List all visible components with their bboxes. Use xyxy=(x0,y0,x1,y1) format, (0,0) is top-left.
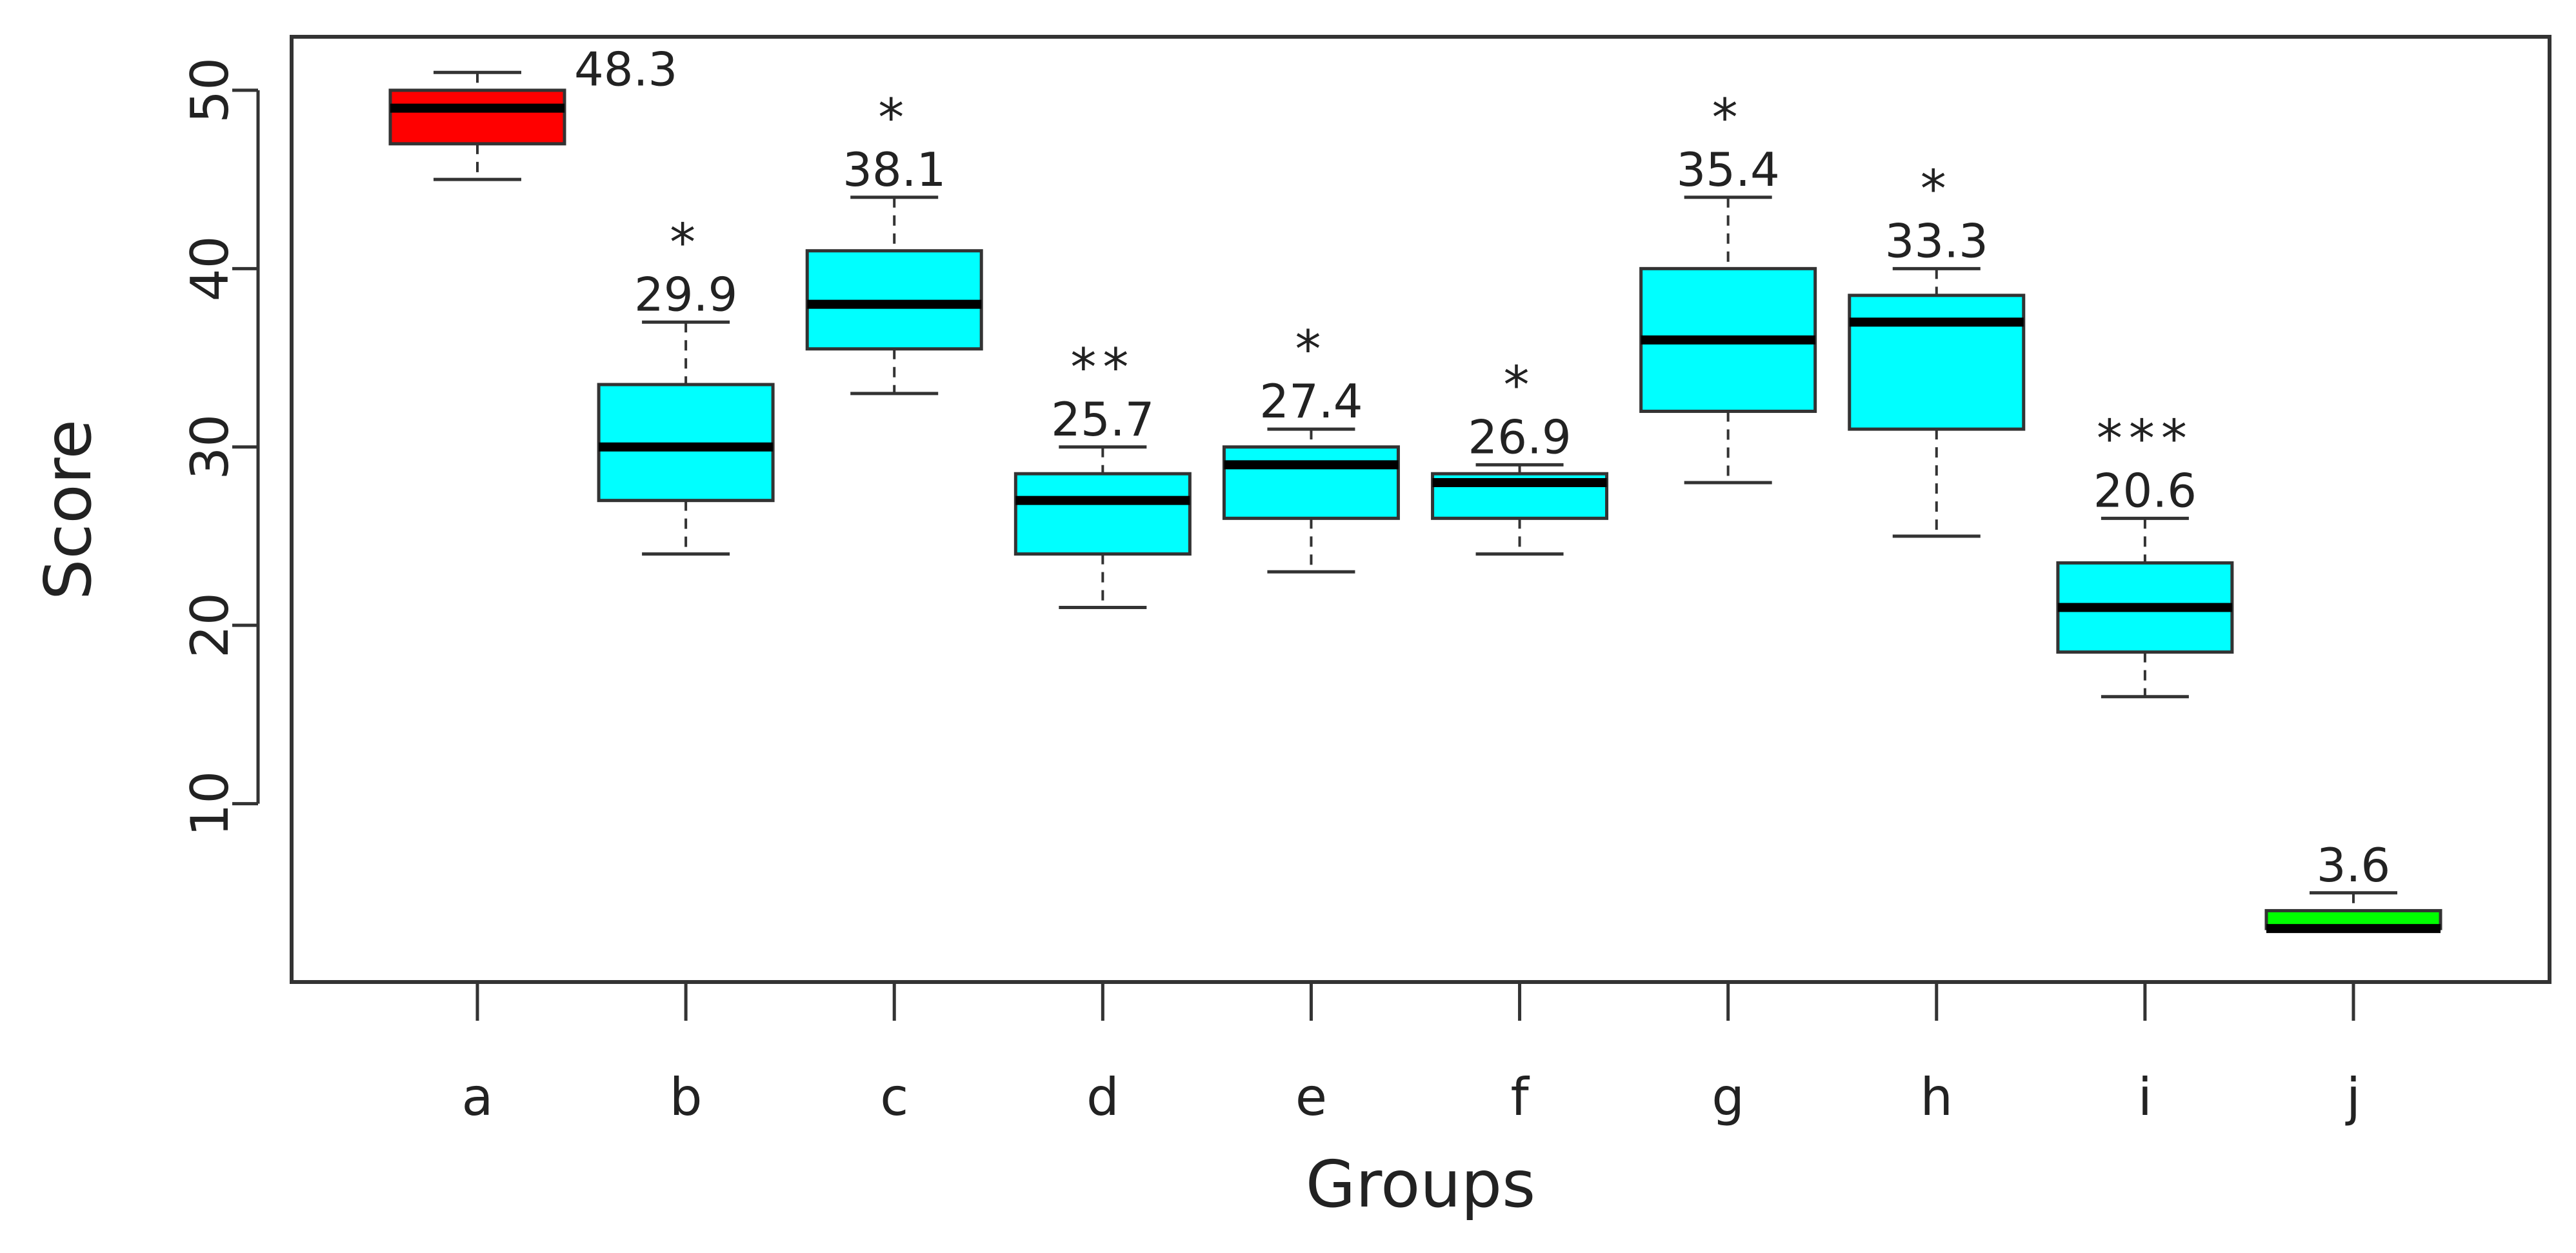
y-tick-label-40: 40 xyxy=(180,236,240,301)
mean-label-a: 48.3 xyxy=(574,42,677,96)
box-group-a: 48.3 xyxy=(388,42,677,181)
plot-frame xyxy=(290,35,2551,984)
box-group-e: 27.4* xyxy=(1222,319,1400,574)
box-group-d: 25.7** xyxy=(1013,337,1192,610)
box-group-f: 26.9* xyxy=(1431,355,1609,556)
significance-label-b: * xyxy=(670,212,702,272)
box-d xyxy=(1013,472,1192,556)
x-tick-label-f: f xyxy=(1510,1067,1530,1127)
x-tick-label-e: e xyxy=(1295,1067,1327,1127)
box-e xyxy=(1222,445,1400,520)
x-tick-label-b: b xyxy=(670,1067,703,1127)
box-group-h: 33.3* xyxy=(1848,159,2026,538)
box-a xyxy=(388,88,566,146)
box-group-b: 29.9* xyxy=(597,212,775,556)
box-h xyxy=(1848,294,2026,431)
mean-label-g: 35.4 xyxy=(1677,143,1780,197)
mean-label-e: 27.4 xyxy=(1259,374,1363,428)
mean-label-b: 29.9 xyxy=(634,267,737,321)
significance-label-f: * xyxy=(1504,355,1536,415)
box-group-i: 20.6*** xyxy=(2056,408,2234,699)
x-tick-label-h: h xyxy=(1920,1067,1953,1127)
x-axis: a b c d e f g h i j xyxy=(461,980,2361,1127)
box-series: 48.329.9*38.1*25.7**27.4*26.9*35.4*33.3*… xyxy=(388,42,2442,934)
y-axis-title: Score xyxy=(30,419,106,600)
x-axis-title: Groups xyxy=(1306,1147,1536,1222)
y-tick-label-30: 30 xyxy=(180,414,240,480)
significance-label-e: * xyxy=(1295,319,1327,379)
y-tick-label-10: 10 xyxy=(180,771,240,837)
significance-label-h: * xyxy=(1921,159,1953,219)
x-tick-label-i: i xyxy=(2138,1067,2152,1127)
y-tick-label-50: 50 xyxy=(180,57,240,123)
box-group-c: 38.1* xyxy=(805,88,983,396)
y-tick-label-20: 20 xyxy=(180,592,240,658)
box-group-j: 3.6 xyxy=(2264,838,2442,934)
y-axis: 10 20 30 40 50 xyxy=(180,57,260,837)
mean-label-d: 25.7 xyxy=(1051,392,1154,446)
x-tick-label-j: j xyxy=(2345,1067,2361,1127)
significance-label-i: *** xyxy=(2097,408,2193,468)
mean-label-c: 38.1 xyxy=(843,143,946,197)
mean-label-i: 20.6 xyxy=(2093,463,2197,517)
box-group-g: 35.4* xyxy=(1639,88,1817,485)
mean-label-f: 26.9 xyxy=(1468,410,1571,464)
significance-label-c: * xyxy=(878,88,910,148)
x-tick-label-a: a xyxy=(461,1067,493,1127)
mean-label-h: 33.3 xyxy=(1885,214,1988,268)
x-tick-label-c: c xyxy=(880,1067,908,1127)
x-tick-label-d: d xyxy=(1086,1067,1119,1127)
x-tick-label-g: g xyxy=(1712,1067,1744,1127)
significance-label-d: ** xyxy=(1070,337,1135,397)
mean-label-j: 3.6 xyxy=(2317,838,2391,892)
significance-label-g: * xyxy=(1712,88,1744,148)
